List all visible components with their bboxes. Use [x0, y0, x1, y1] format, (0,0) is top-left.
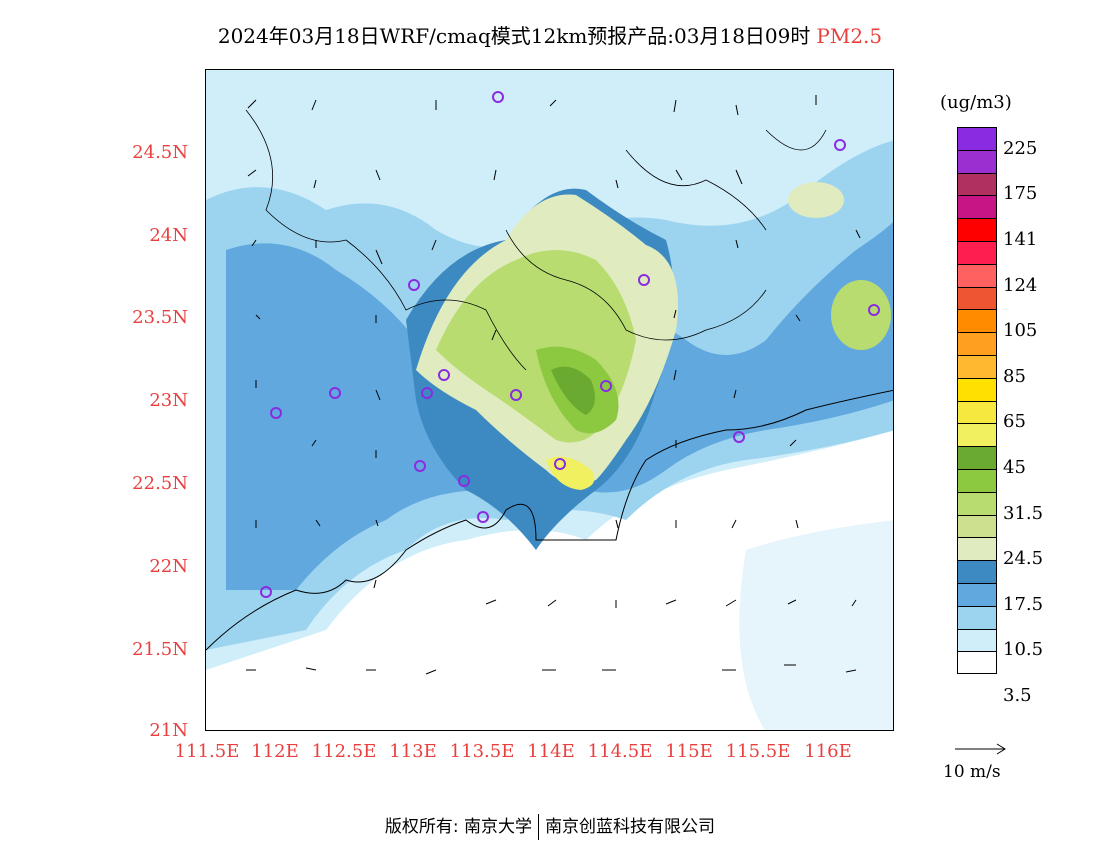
lat-label-22.5: 22.5N: [132, 473, 188, 494]
lon-label-115.5: 115.5E: [725, 741, 791, 762]
colorbar-box: [957, 309, 997, 333]
colorbar-box: [957, 195, 997, 219]
colorbar-box: [957, 286, 997, 310]
colorbar: [957, 127, 997, 675]
boundaries: [245, 109, 827, 371]
lon-label-112: 112E: [251, 741, 299, 762]
lat-label-21: 21N: [149, 720, 188, 741]
colorbar-box: [957, 628, 997, 652]
wind-vectors: [246, 95, 861, 675]
pm25-field: [206, 70, 893, 730]
colorbar-box: [957, 514, 997, 538]
colorbar-box: [957, 605, 997, 629]
colorbar-box: [957, 560, 997, 583]
colorbar-label: 3.5: [1003, 685, 1032, 706]
colorbar-label: 105: [1003, 320, 1038, 342]
colorbar-box: [957, 423, 997, 447]
band-45: [546, 456, 595, 490]
colorbar-label: 225: [1003, 137, 1038, 159]
lat-label-22: 22N: [149, 556, 188, 577]
ne-blob: [788, 182, 844, 218]
wind-reference-arrow: [955, 743, 1006, 755]
footer-divider: [538, 814, 540, 840]
lat-label-24: 24N: [149, 225, 188, 246]
colorbar-label: 10.5: [1003, 639, 1044, 661]
east-blob: [831, 280, 891, 350]
sea-low: [206, 430, 893, 730]
colorbar-box: [957, 240, 997, 264]
colorbar-label: 24.5: [1003, 548, 1044, 570]
lat-label-24.5: 24.5N: [132, 142, 188, 163]
colorbar-box: [957, 172, 997, 196]
colorbar-box: [957, 127, 997, 150]
station-markers: [260, 91, 880, 598]
footer-left: 版权所有: 南京大学: [384, 817, 533, 837]
title-main: 2024年03月18日WRF/cmaq模式12km预报产品:03月18日09时: [217, 24, 811, 48]
lon-label-114: 114E: [527, 741, 575, 762]
chart-title: 2024年03月18日WRF/cmaq模式12km预报产品:03月18日09时 P…: [0, 20, 1100, 49]
colorbar-box: [957, 149, 997, 173]
colorbar-box: [957, 491, 997, 515]
colorbar-label: 31.5: [1003, 502, 1044, 524]
lon-label-112.5: 112.5E: [311, 741, 377, 762]
lon-label-115: 115E: [665, 741, 713, 762]
colorbar-box: [957, 582, 997, 606]
colorbar-box: [957, 354, 997, 378]
colorbar-label: 85: [1003, 365, 1026, 387]
coastline: [206, 389, 893, 651]
lon-label-111.5: 111.5E: [174, 741, 240, 762]
lon-label-116: 116E: [804, 741, 852, 762]
footer: 版权所有: 南京大学 南京创蓝科技有限公司: [0, 812, 1100, 840]
colorbar-box: [957, 332, 997, 355]
colorbar-box: [957, 537, 997, 561]
colorbar-box: [957, 218, 997, 241]
colorbar-box: [957, 263, 997, 287]
footer-right: 南京创蓝科技有限公司: [545, 817, 716, 837]
lat-label-23: 23N: [149, 390, 188, 411]
sea-east: [739, 520, 893, 730]
colorbar-box: [957, 377, 997, 401]
colorbar-label: 65: [1003, 411, 1026, 433]
lat-label-21.5: 21.5N: [132, 639, 188, 660]
lon-label-114.5: 114.5E: [587, 741, 653, 762]
lat-label-23.5: 23.5N: [132, 307, 188, 328]
title-variable: PM2.5: [816, 24, 883, 48]
colorbar-box: [957, 651, 997, 675]
colorbar-unit: (ug/m3): [940, 92, 1012, 113]
colorbar-box: [957, 446, 997, 469]
wind-reference-label: 10 m/s: [943, 762, 1001, 782]
map-area: [205, 69, 894, 731]
colorbar-label: 141: [1003, 229, 1038, 250]
lon-label-113: 113E: [389, 741, 437, 762]
band-31-dark: [551, 366, 595, 415]
lon-label-113.5: 113.5E: [449, 741, 515, 762]
colorbar-label: 45: [1003, 457, 1026, 478]
colorbar-box: [957, 468, 997, 492]
colorbar-box: [957, 400, 997, 424]
colorbar-label: 175: [1003, 183, 1038, 205]
colorbar-label: 17.5: [1003, 593, 1044, 615]
colorbar-label: 124: [1003, 274, 1038, 296]
